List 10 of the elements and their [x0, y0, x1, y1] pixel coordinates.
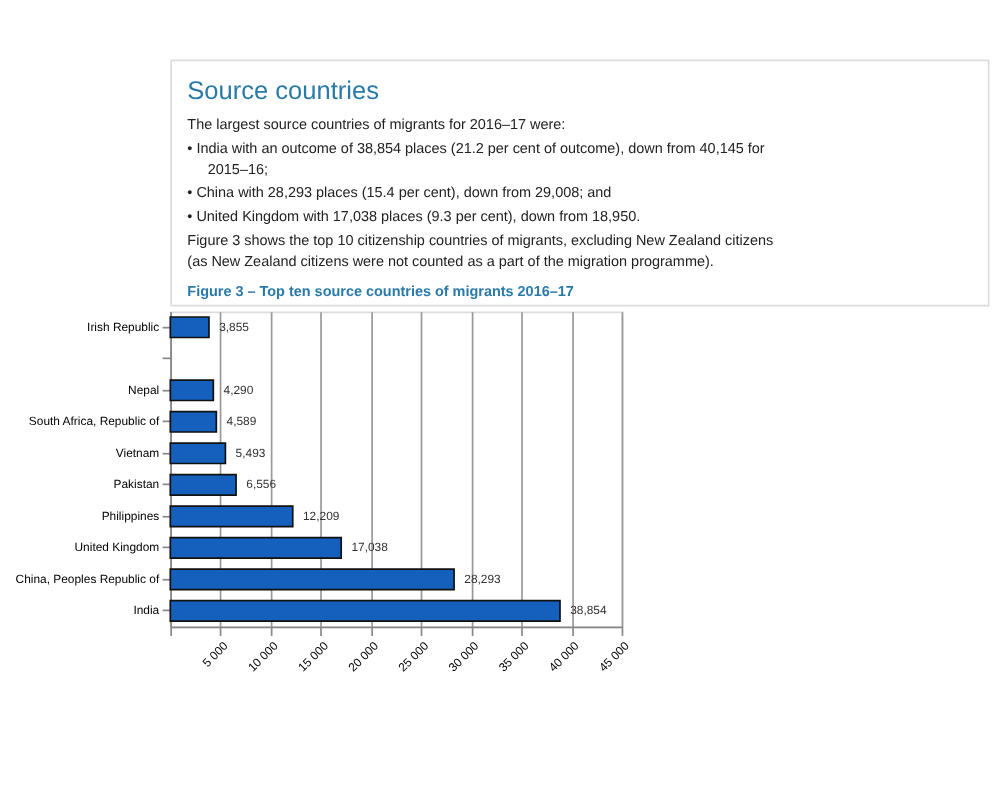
bar [169, 568, 455, 591]
bar [169, 410, 218, 433]
bar [169, 473, 237, 496]
bar [169, 316, 210, 339]
bar [169, 442, 227, 465]
bar [169, 505, 294, 528]
chart-title: Source countries [187, 74, 379, 105]
bar [169, 536, 343, 559]
bar [169, 599, 561, 622]
bar [169, 379, 215, 402]
